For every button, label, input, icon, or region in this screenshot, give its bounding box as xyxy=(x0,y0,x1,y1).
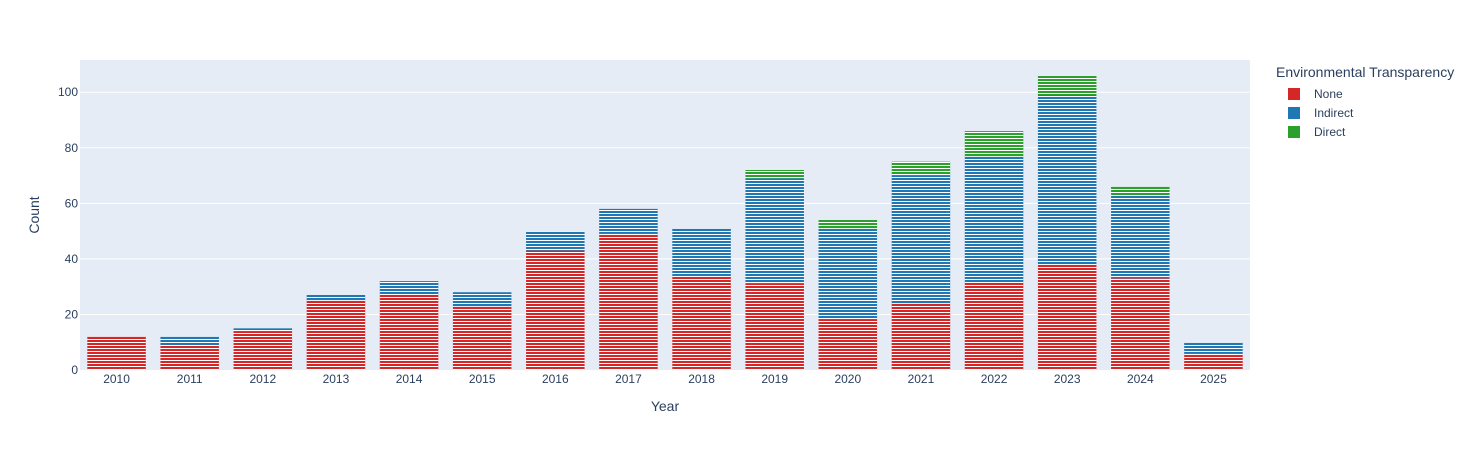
legend-label-indirect: Indirect xyxy=(1314,105,1354,120)
bar-hatch-none-2017 xyxy=(599,233,658,370)
x-tick-labels: 2010 2011 2012 2013 2014 2015 2016 2017 2018 2019… xyxy=(103,372,1227,386)
bar-hatch-none-2010 xyxy=(87,336,146,370)
x-tick-label: 2022 xyxy=(981,372,1008,386)
legend-swatch-indirect xyxy=(1288,106,1300,119)
y-tick-label: 0 xyxy=(71,363,78,377)
bar-hatch-indirect-2025 xyxy=(1184,342,1243,354)
x-tick-label: 2020 xyxy=(834,372,861,386)
x-tick-label: 2015 xyxy=(469,372,496,386)
legend-swatch-none xyxy=(1288,87,1300,100)
bar-hatch-none-2012 xyxy=(233,331,293,370)
y-tick-label: 60 xyxy=(65,196,79,210)
bar-hatch-direct-2022 xyxy=(964,131,1024,157)
y-axis-title: Count xyxy=(26,196,42,233)
bar-hatch-indirect-2011 xyxy=(160,336,219,345)
bar-hatch-none-2019 xyxy=(745,283,804,370)
x-tick-label: 2016 xyxy=(542,372,569,386)
bar-hatch-none-2018 xyxy=(672,275,731,370)
bar-hatch-none-2025 xyxy=(1184,353,1243,370)
bar-hatch-indirect-2019 xyxy=(745,178,804,284)
legend-item-none[interactable]: None xyxy=(1276,84,1454,103)
bar-hatch-indirect-2017 xyxy=(599,208,658,234)
x-tick-label: 2019 xyxy=(761,372,788,386)
bar-hatch-none-2015 xyxy=(452,306,512,370)
bar-hatch-direct-2020 xyxy=(818,220,878,229)
bar-hatch-none-2014 xyxy=(379,295,439,370)
x-tick-label: 2021 xyxy=(908,372,935,386)
bar-hatch-none-2011 xyxy=(160,345,219,370)
bar-hatch-indirect-2016 xyxy=(526,231,585,251)
bar-hatch-indirect-2021 xyxy=(891,175,951,304)
x-tick-label: 2023 xyxy=(1054,372,1081,386)
bar-hatch-none-2022 xyxy=(964,281,1024,370)
bar-hatch-none-2016 xyxy=(526,250,585,370)
bar-hatch-indirect-2012 xyxy=(233,328,293,332)
bar-hatch-none-2013 xyxy=(306,300,366,370)
x-tick-label: 2011 xyxy=(177,372,203,386)
bar-hatch-direct-2023 xyxy=(1037,75,1097,95)
bar-hatch-none-2021 xyxy=(891,303,951,370)
legend: Environmental Transparency None Indirect… xyxy=(1276,64,1454,141)
y-tick-label: 20 xyxy=(65,307,79,321)
bar-hatch-indirect-2020 xyxy=(818,228,878,320)
y-tick-label: 100 xyxy=(58,85,78,99)
x-axis-title: Year xyxy=(651,398,680,414)
bar-hatch-indirect-2024 xyxy=(1111,195,1170,279)
legend-swatch-direct xyxy=(1288,125,1300,138)
x-tick-label: 2018 xyxy=(688,372,715,386)
x-tick-label: 2017 xyxy=(615,372,642,386)
bar-hatch-indirect-2014 xyxy=(379,281,439,295)
y-tick-label: 40 xyxy=(65,252,79,266)
y-tick-label: 80 xyxy=(65,141,79,155)
bar-hatch-none-2024 xyxy=(1111,278,1170,370)
bar-hatch-indirect-2018 xyxy=(672,228,731,276)
legend-label-none: None xyxy=(1314,86,1343,101)
x-tick-label: 2014 xyxy=(396,372,423,386)
x-tick-label: 2025 xyxy=(1200,372,1227,386)
bar-hatch-direct-2019 xyxy=(745,170,804,179)
x-tick-label: 2010 xyxy=(103,372,130,386)
bar-hatch-indirect-2013 xyxy=(306,295,366,301)
bar-hatch-indirect-2023 xyxy=(1037,95,1097,265)
bar-hatch-none-2020 xyxy=(818,320,878,370)
bar-hatch-indirect-2022 xyxy=(964,156,1024,282)
bar-hatch-direct-2021 xyxy=(891,161,951,176)
bar-hatch-direct-2024 xyxy=(1111,186,1170,195)
legend-title: Environmental Transparency xyxy=(1276,64,1455,80)
legend-item-direct[interactable]: Direct xyxy=(1276,122,1454,141)
y-tick-labels: 0 20 40 60 80 100 xyxy=(58,85,78,377)
x-tick-label: 2012 xyxy=(249,372,276,386)
bars-group xyxy=(87,75,1243,370)
x-tick-label: 2013 xyxy=(323,372,350,386)
x-tick-label: 2024 xyxy=(1127,372,1154,386)
legend-label-direct: Direct xyxy=(1314,124,1346,139)
bar-hatch-indirect-2015 xyxy=(452,292,512,307)
legend-item-indirect[interactable]: Indirect xyxy=(1276,103,1454,122)
bar-hatch-none-2023 xyxy=(1037,264,1097,370)
